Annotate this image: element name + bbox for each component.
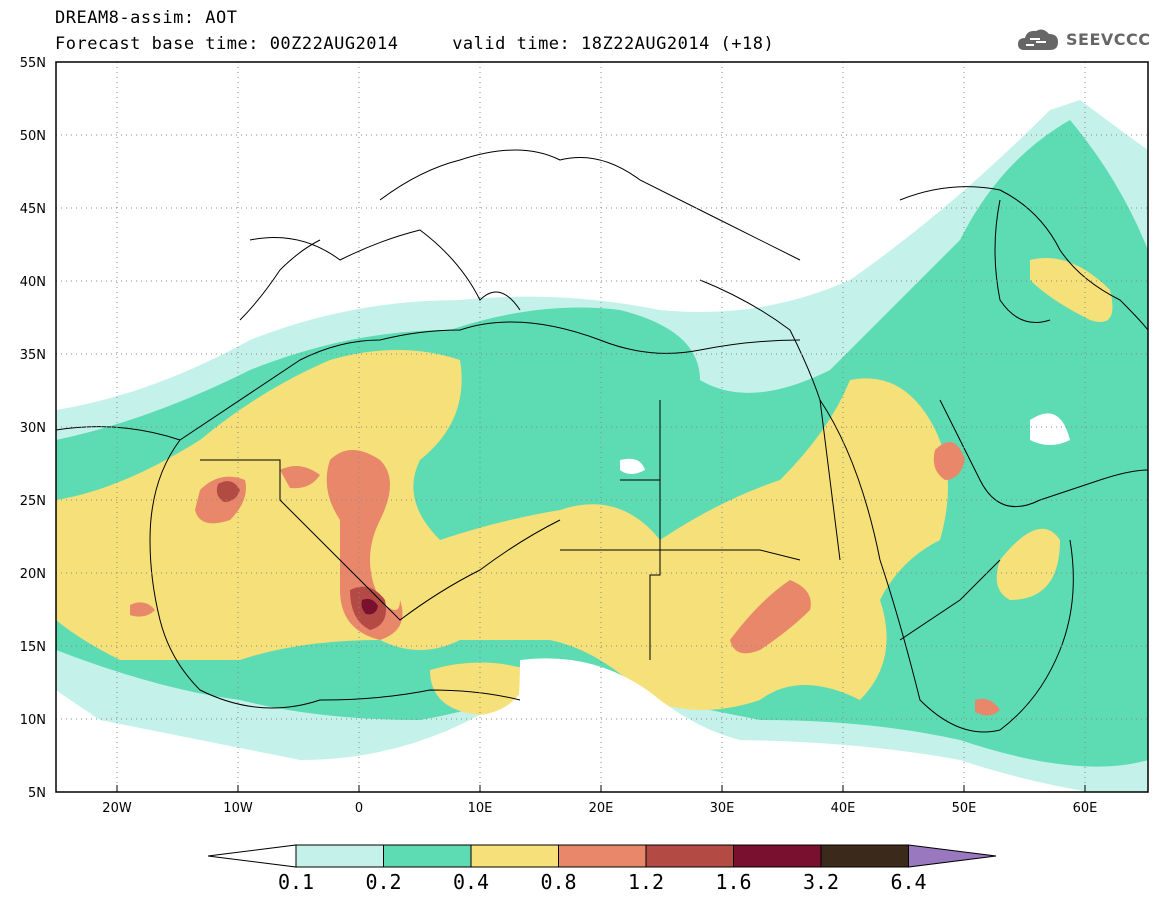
x-axis-labels: 20W 10W 0 10E 20E 30E 40E 50E 60E xyxy=(102,801,1097,816)
colorbar-label: 0.8 xyxy=(540,870,577,894)
x-tick-label: 50E xyxy=(952,801,977,816)
axis-ticks xyxy=(116,785,1086,792)
colorbar-segment xyxy=(645,844,734,868)
y-tick-label: 25N xyxy=(20,494,46,509)
y-tick-label: 20N xyxy=(20,567,46,582)
y-tick-label: 40N xyxy=(20,275,46,290)
logo-text: SEEVCCC xyxy=(1066,30,1151,49)
title-line-2: Forecast base time: 00Z22AUG2014 valid t… xyxy=(55,34,775,54)
colorbar-label: 6.4 xyxy=(890,870,927,894)
cloud-logo-icon xyxy=(1018,29,1058,50)
colorbar-label: 0.2 xyxy=(365,870,402,894)
aot-field xyxy=(56,100,1148,792)
map-grid xyxy=(56,62,1148,792)
colorbar-segment xyxy=(383,844,472,868)
y-tick-label: 30N xyxy=(20,421,46,436)
aot-contour-0.4 xyxy=(56,350,948,710)
y-tick-label: 35N xyxy=(20,348,46,363)
aot-contour-0.8 xyxy=(326,450,403,640)
colorbar-segment xyxy=(558,844,647,868)
y-tick-label: 45N xyxy=(20,202,46,217)
y-axis-labels: 55N 50N 45N 40N 35N 30N 25N 20N 15N 10N … xyxy=(20,56,46,801)
colorbar-label: 3.2 xyxy=(802,870,840,894)
colorbar-segment xyxy=(295,844,384,868)
colorbar-label: 0.4 xyxy=(452,870,490,894)
colorbar xyxy=(207,844,997,868)
colorbar-segment xyxy=(733,844,822,868)
x-tick-label: 10W xyxy=(223,801,253,816)
y-tick-label: 5N xyxy=(28,786,46,801)
colorbar-right-arrow xyxy=(908,844,997,868)
y-tick-label: 55N xyxy=(20,56,46,71)
title-line-1: DREAM8-assim: AOT xyxy=(55,8,238,28)
aot-contour-1.6 xyxy=(361,598,378,615)
x-tick-label: 30E xyxy=(710,801,735,816)
y-tick-label: 50N xyxy=(20,129,46,144)
colorbar-label: 1.6 xyxy=(715,870,752,894)
x-tick-label: 60E xyxy=(1073,801,1098,816)
colorbar-label: 0.1 xyxy=(277,870,315,894)
y-tick-label: 10N xyxy=(20,713,46,728)
colorbar-segment xyxy=(820,844,909,868)
colorbar-segment xyxy=(470,844,559,868)
colorbar-label: 1.2 xyxy=(627,870,665,894)
map-frame xyxy=(55,61,1149,793)
x-tick-label: 20E xyxy=(589,801,614,816)
x-tick-label: 10E xyxy=(468,801,493,816)
y-tick-label: 15N xyxy=(20,640,46,655)
coastlines-borders xyxy=(56,149,1148,733)
x-tick-label: 0 xyxy=(355,801,363,816)
x-tick-label: 40E xyxy=(831,801,856,816)
x-tick-label: 20W xyxy=(102,801,132,816)
colorbar-left-arrow xyxy=(207,844,297,868)
